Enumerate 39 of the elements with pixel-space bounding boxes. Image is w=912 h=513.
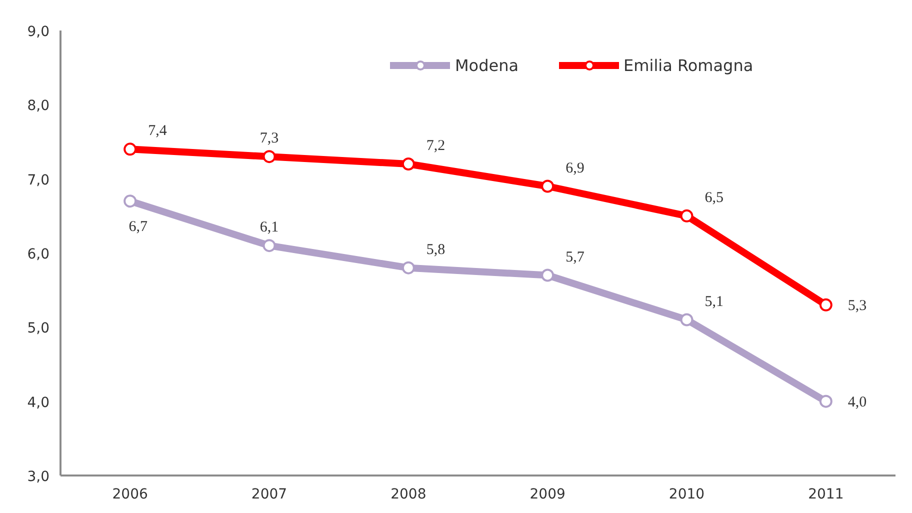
data-label: 6,1 xyxy=(260,220,279,236)
data-label: 5,1 xyxy=(704,294,724,310)
x-tick-label: 2008 xyxy=(390,486,426,502)
y-tick-label: 8,0 xyxy=(27,98,50,114)
data-label: 5,8 xyxy=(426,242,446,258)
point xyxy=(541,268,554,282)
y-tick-label: 6,0 xyxy=(27,246,50,262)
data-label: 6,7 xyxy=(128,219,148,236)
point xyxy=(124,194,137,208)
y-tick-label: 3,0 xyxy=(27,469,50,485)
data-label: 4,0 xyxy=(848,394,867,410)
data-label: 6,9 xyxy=(566,160,584,176)
data-label: 7,3 xyxy=(260,130,279,147)
point xyxy=(262,150,276,164)
point xyxy=(262,239,276,252)
data-label: 6,5 xyxy=(704,190,724,206)
data-label: 5,7 xyxy=(566,249,585,266)
x-tick-label: 2011 xyxy=(808,486,844,502)
x-tick-label: 2006 xyxy=(112,486,148,502)
x-tick-label: 2007 xyxy=(251,486,288,502)
x-tick-label: 2009 xyxy=(530,486,566,502)
legend-label: Emilia Romagna xyxy=(624,56,754,74)
point xyxy=(680,313,694,326)
data-label: 7,4 xyxy=(148,123,168,140)
y-tick-label: 5,0 xyxy=(27,320,50,337)
point xyxy=(541,180,554,193)
point xyxy=(402,158,415,170)
data-label: 7,2 xyxy=(426,138,446,154)
point xyxy=(680,209,694,222)
y-tick-label: 7,0 xyxy=(27,172,50,188)
legend-label: Modena xyxy=(455,56,519,74)
data-label: 5,3 xyxy=(848,298,867,314)
x-tick-label: 2010 xyxy=(668,486,705,502)
point xyxy=(124,142,137,156)
y-tick-label: 9,0 xyxy=(27,24,50,40)
point xyxy=(819,298,832,312)
point xyxy=(819,394,832,408)
y-tick-label: 4,0 xyxy=(27,394,50,411)
point xyxy=(402,261,415,274)
